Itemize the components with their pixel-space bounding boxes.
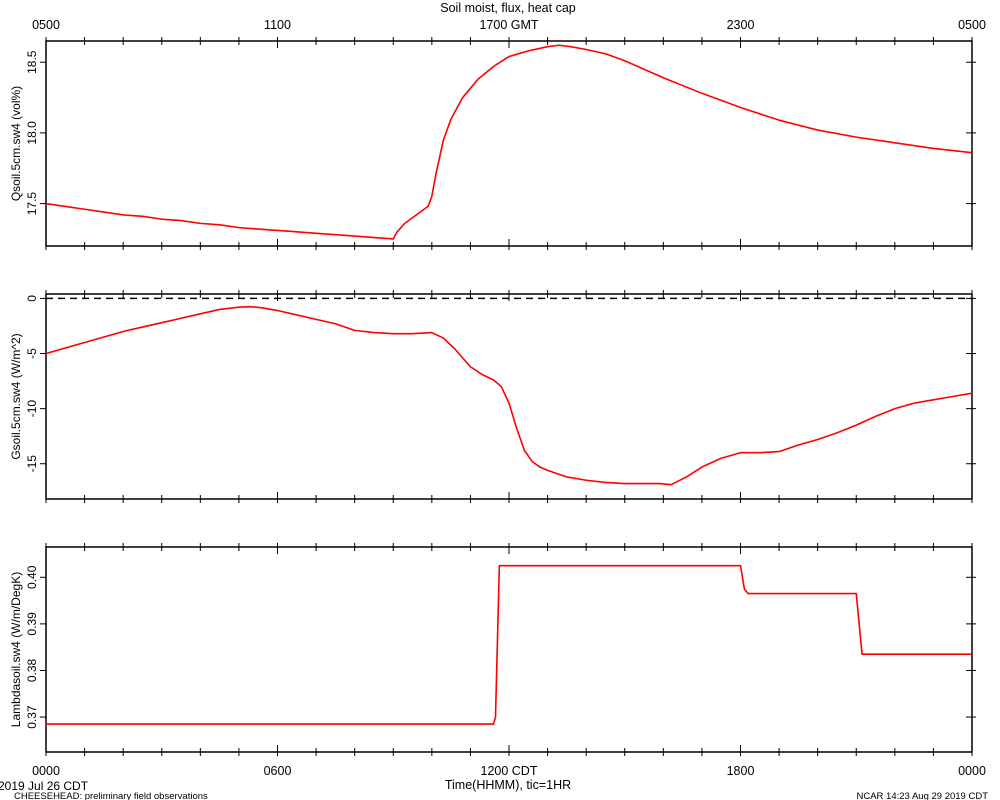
series-line-3 [46, 564, 972, 725]
top-tick-label: 0500 [32, 18, 60, 32]
bottom-tick-label: 1200 CDT [481, 764, 538, 778]
footer-stamp: NCAR 14:23 Aug 29 2019 CDT [857, 791, 989, 800]
y-tick-label: 0.37 [25, 705, 39, 729]
bottom-axis-tick-labels: 0000 0600 1200 CDT 1800 0000 [32, 764, 986, 778]
chart-title: Soil moist, flux, heat cap [440, 1, 576, 15]
y-tick-label: 17.5 [25, 192, 39, 216]
y-tick-label: -15 [25, 455, 39, 473]
y-axis-label: Qsoil.5cm.sw4 (vol%) [9, 86, 23, 201]
bottom-tick-label: 1800 [727, 764, 755, 778]
top-tick-label: 1100 [264, 18, 291, 32]
top-tick-label: 2300 [727, 18, 755, 32]
y-tick-label: 0 [25, 295, 39, 302]
y-tick-label: -5 [25, 348, 39, 359]
y-tick-label: 18.5 [25, 50, 39, 74]
y-axis-label: Gsoil.5cm.sw4 (W/m^2) [9, 333, 23, 459]
bottom-tick-label: 0000 [958, 764, 986, 778]
top-tick-label: 0500 [958, 18, 986, 32]
y-tick-label: 0.38 [25, 658, 39, 682]
series-line-1 [45, 44, 973, 240]
y-tick-label: -10 [25, 400, 39, 418]
footer-date: 2019 Jul 26 CDT [0, 779, 89, 793]
y-tick-label: 18.0 [25, 121, 39, 145]
bottom-tick-label: 0000 [32, 764, 60, 778]
x-axis-label: Time(HHMM), tic=1HR [445, 778, 571, 792]
bottom-tick-label: 0600 [264, 764, 292, 778]
panel-frame [45, 293, 973, 500]
panel-frame [45, 40, 973, 247]
footer-project: CHEESEHEAD: preliminary field observatio… [14, 791, 208, 800]
top-axis-tick-labels: 0500 1100 1700 GMT 2300 0500 [32, 18, 986, 32]
y-tick-label: 0.39 [25, 612, 39, 636]
y-tick-label: 0.40 [25, 565, 39, 589]
y-axis-label: Lambdasoil.sw4 (W/m/DegK) [9, 572, 23, 727]
top-tick-label: 1700 GMT [479, 18, 538, 32]
series-line-2 [45, 305, 973, 486]
panel-frame [45, 546, 973, 753]
